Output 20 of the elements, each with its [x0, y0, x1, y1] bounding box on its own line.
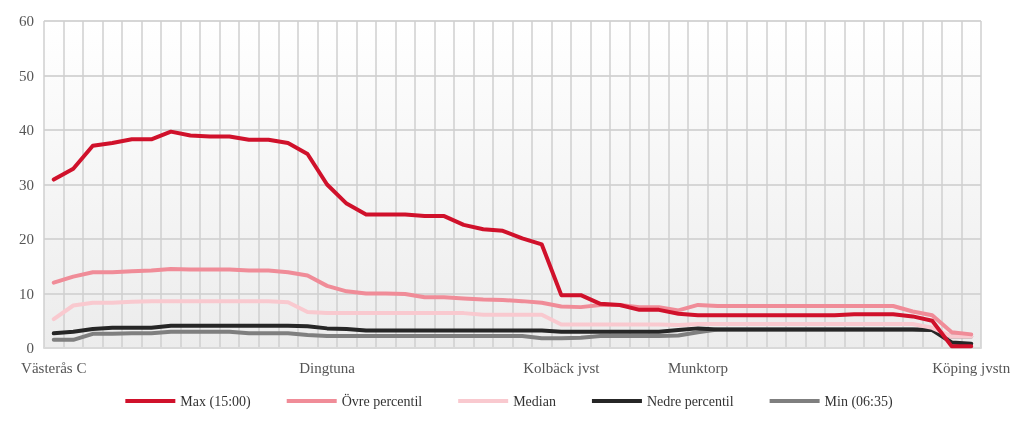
x-tick-label: Dingtuna — [299, 359, 356, 376]
x-tick-label: Kolbäck jvst — [523, 359, 601, 376]
x-tick-label: Köping jvstn — [932, 359, 1011, 376]
legend-label: Övre percentil — [341, 392, 423, 409]
legend-label: Nedre percentil — [646, 393, 734, 409]
y-tick-label: 30 — [19, 176, 34, 193]
y-tick-label: 20 — [19, 231, 34, 247]
y-tick-label: 0 — [26, 340, 34, 356]
x-tick-label: Västerås C — [21, 359, 87, 376]
y-tick-label: 10 — [19, 285, 34, 302]
legend-label: Max (15:00) — [180, 393, 252, 410]
x-tick-label: Munktorp — [667, 359, 728, 376]
line-series — [51, 266, 974, 337]
y-tick-label: 50 — [19, 67, 34, 84]
line-series — [51, 299, 974, 339]
y-tick-label: 60 — [19, 13, 34, 29]
legend-label: Median — [513, 393, 556, 409]
legend-label: Min (06:35) — [824, 393, 893, 410]
y-tick-label: 40 — [19, 122, 34, 138]
line-series — [51, 129, 974, 349]
